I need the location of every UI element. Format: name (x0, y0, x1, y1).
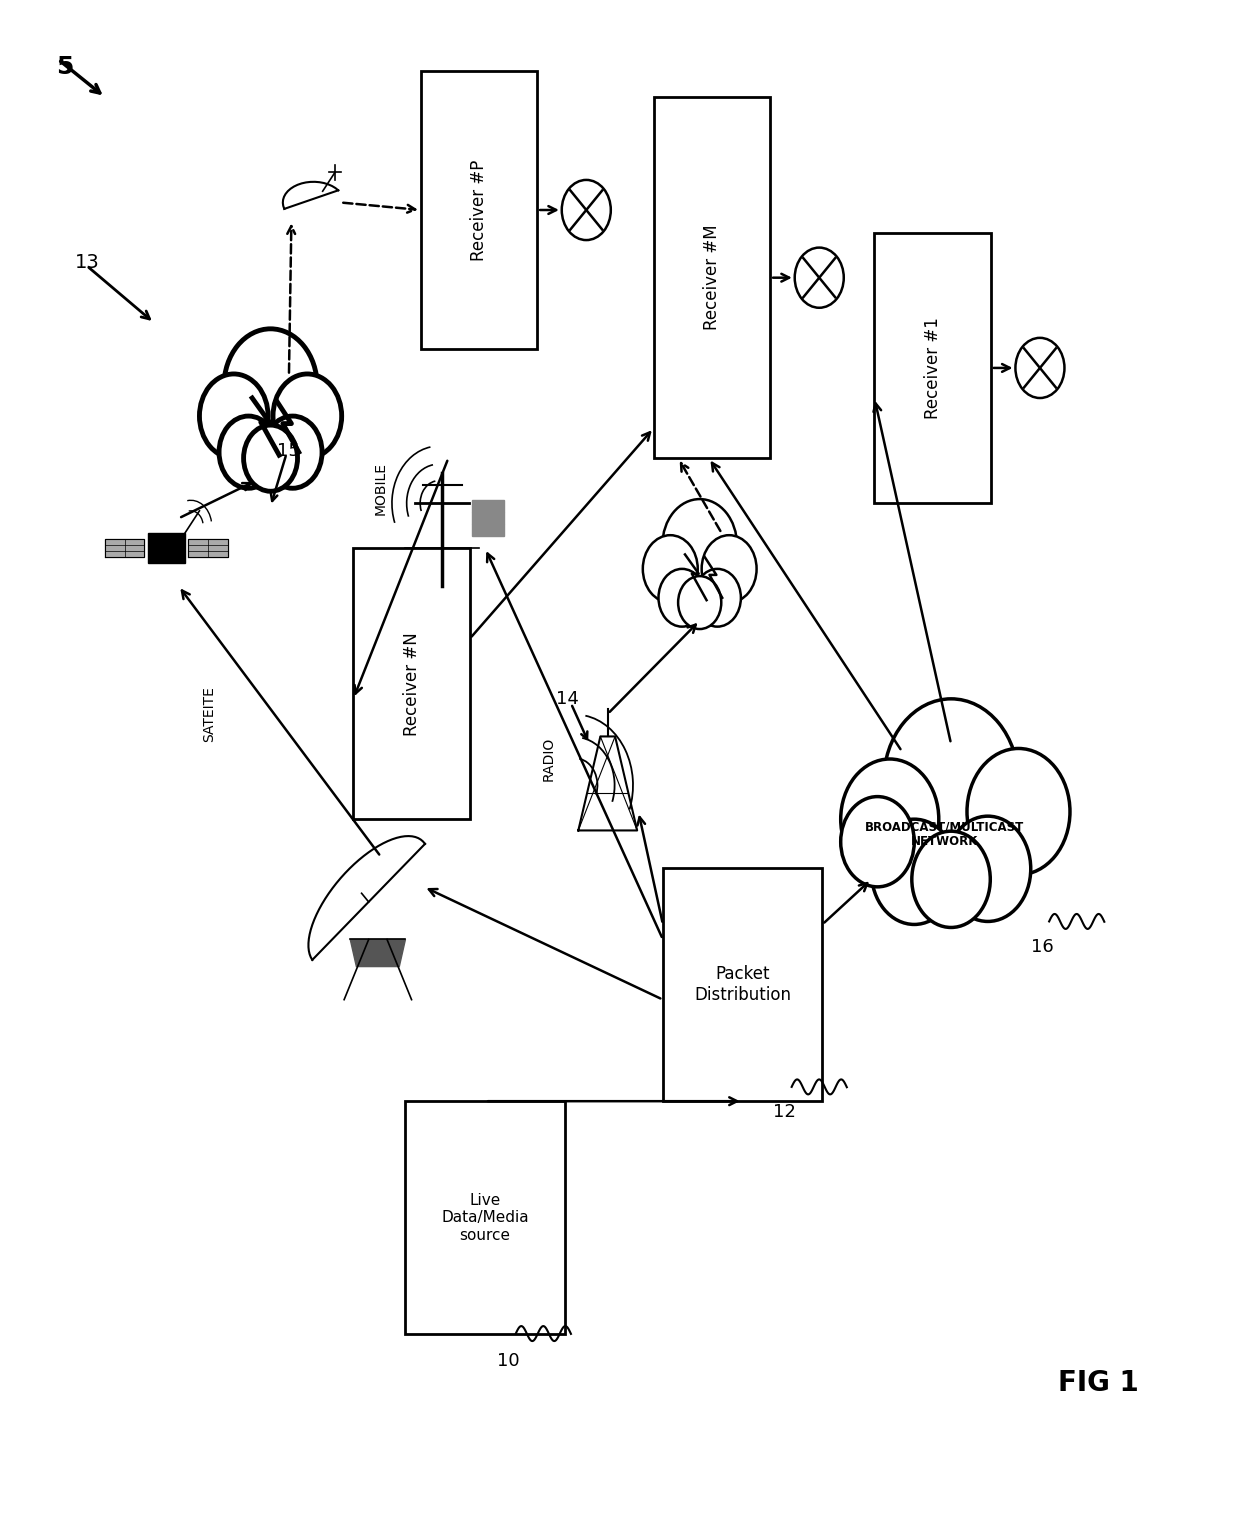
Circle shape (562, 181, 611, 240)
Text: FIG 1: FIG 1 (1058, 1369, 1138, 1397)
Bar (420, 71, 537, 349)
Circle shape (200, 373, 268, 458)
Circle shape (224, 329, 317, 443)
Circle shape (884, 698, 1018, 864)
Text: Live
Data/Media
source: Live Data/Media source (441, 1193, 529, 1243)
Polygon shape (471, 524, 503, 536)
Text: BROADCAST/MULTICAST
NETWORK: BROADCAST/MULTICAST NETWORK (866, 820, 1024, 849)
Circle shape (219, 416, 278, 489)
Circle shape (841, 759, 939, 879)
Circle shape (911, 832, 991, 927)
Text: MOBILE: MOBILE (374, 461, 388, 515)
Text: Receiver #1: Receiver #1 (924, 317, 941, 419)
Bar (663, 868, 822, 1101)
Bar (353, 548, 470, 820)
Text: 12: 12 (774, 1104, 796, 1122)
Text: RADIO: RADIO (542, 736, 556, 782)
Polygon shape (471, 501, 503, 513)
Circle shape (658, 569, 706, 627)
Text: 14: 14 (557, 689, 579, 707)
Circle shape (694, 569, 740, 627)
Circle shape (642, 536, 698, 603)
Text: Packet
Distribution: Packet Distribution (694, 965, 791, 1003)
Circle shape (273, 373, 342, 458)
Circle shape (872, 820, 957, 924)
Bar (874, 232, 991, 504)
Polygon shape (105, 539, 144, 557)
Circle shape (1016, 339, 1064, 398)
Text: 13: 13 (74, 254, 99, 272)
Bar (405, 1101, 565, 1334)
Bar (653, 97, 770, 458)
Text: 16: 16 (1030, 938, 1054, 956)
Circle shape (795, 247, 843, 308)
Text: 15: 15 (277, 442, 300, 460)
Circle shape (967, 748, 1070, 874)
Text: 10: 10 (497, 1351, 520, 1369)
Text: SATEITE: SATEITE (202, 686, 216, 742)
Text: Receiver #N: Receiver #N (403, 631, 420, 736)
Circle shape (841, 797, 914, 887)
Polygon shape (350, 940, 405, 967)
Polygon shape (471, 513, 503, 524)
Circle shape (945, 817, 1030, 921)
Circle shape (263, 416, 322, 489)
Text: 5: 5 (56, 55, 73, 79)
Circle shape (702, 536, 756, 603)
Text: Receiver #P: Receiver #P (470, 159, 489, 261)
Circle shape (678, 577, 722, 628)
Text: Receiver #M: Receiver #M (703, 225, 720, 331)
Circle shape (243, 425, 298, 492)
Circle shape (662, 499, 737, 591)
Polygon shape (188, 539, 228, 557)
Polygon shape (148, 533, 185, 563)
